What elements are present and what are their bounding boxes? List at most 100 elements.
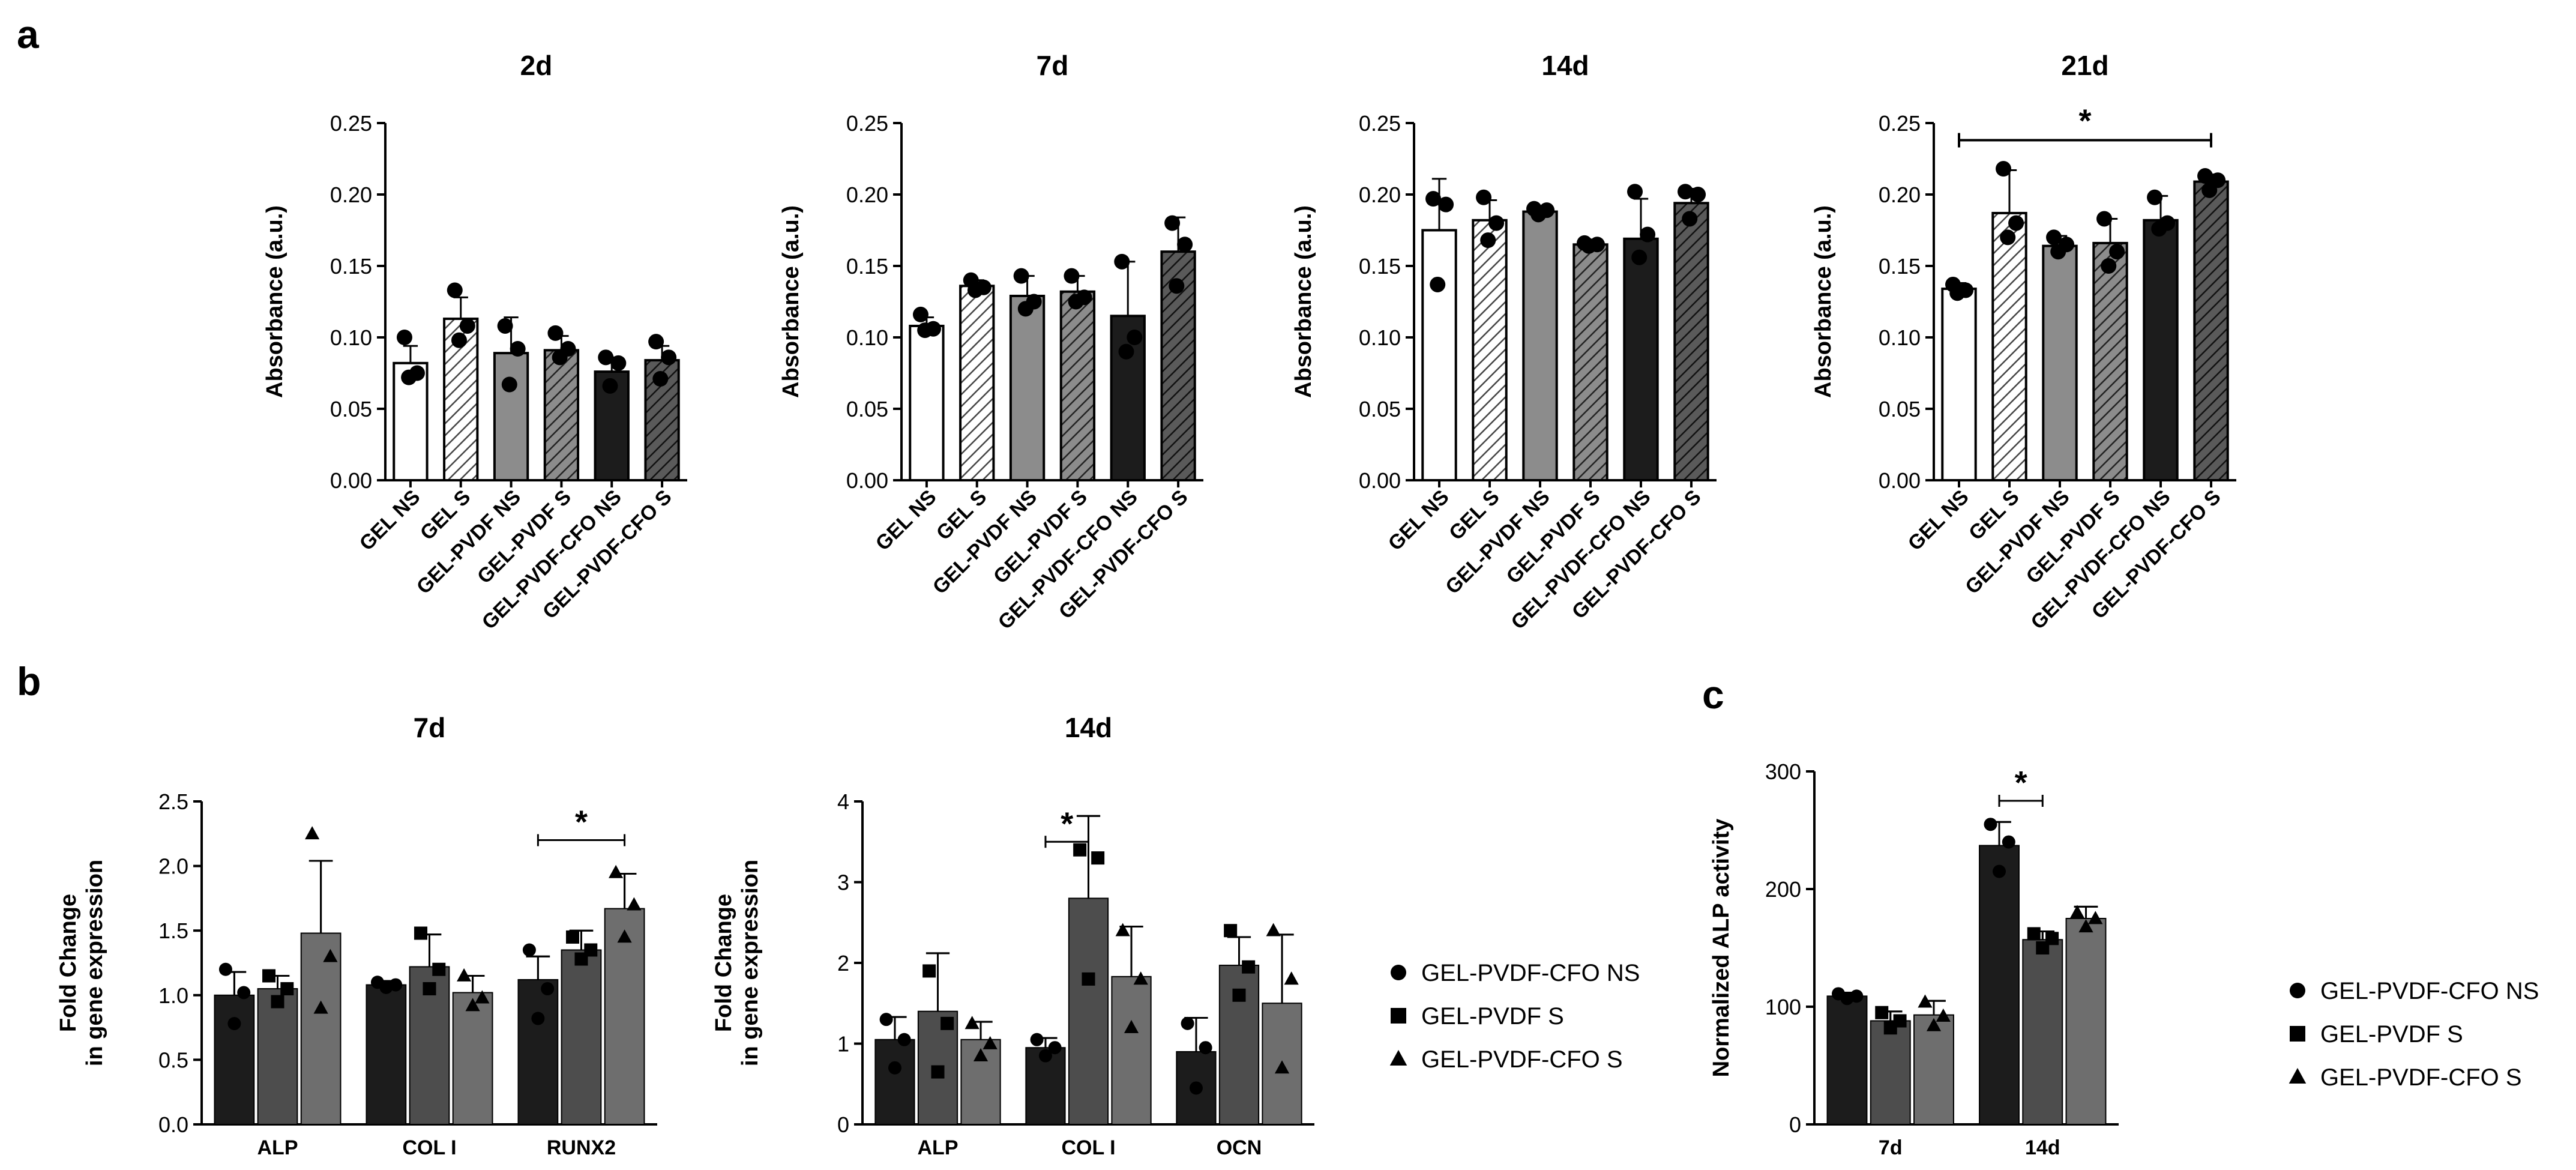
data-point: [2151, 221, 2167, 237]
y-tick-label: 0.0: [158, 1112, 188, 1137]
bar: [452, 992, 493, 1125]
x-tick-label: OCN: [1217, 1136, 1262, 1159]
data-point: [917, 322, 933, 339]
bar: [561, 949, 602, 1125]
data-point: [897, 1033, 911, 1046]
data-point: [218, 962, 232, 976]
data-point: [2088, 911, 2103, 924]
data-point: [566, 930, 580, 944]
legend-square-icon: [2290, 1026, 2305, 1042]
data-point: [648, 334, 664, 350]
y-tick-label: 0.15: [1879, 254, 1921, 279]
x-tick-label: COL I: [402, 1136, 456, 1159]
bar: [874, 1039, 915, 1126]
data-point: [2069, 905, 2085, 918]
data-point: [1480, 232, 1496, 249]
x-tick-label: GEL NS: [871, 486, 941, 555]
panel-label-c: c: [1702, 672, 1724, 717]
data-point: [1082, 972, 1095, 986]
data-point: [1875, 1006, 1889, 1019]
bar: [2193, 180, 2229, 481]
chart-title: 7d: [414, 712, 446, 743]
data-point: [1164, 215, 1181, 231]
y-tick-label: 3: [837, 870, 849, 895]
bar: [1870, 1020, 1911, 1126]
x-tick-label: COL I: [1061, 1136, 1115, 1159]
bar: [1009, 294, 1046, 481]
data-point: [888, 1061, 901, 1075]
data-point: [598, 349, 614, 366]
data-point: [457, 968, 472, 982]
y-tick-label: 0.10: [1879, 325, 1921, 350]
data-point: [475, 990, 490, 1004]
data-point: [1133, 971, 1148, 985]
data-point: [574, 952, 588, 966]
data-point: [1064, 268, 1080, 284]
data-point: [627, 897, 642, 911]
data-point: [1199, 1041, 1212, 1055]
y-axis-label: Absorbance (a.u.): [1811, 205, 1836, 398]
data-point: [973, 1048, 989, 1062]
data-point: [1232, 988, 1246, 1002]
data-point: [879, 1013, 893, 1027]
y-tick-label: 0.10: [330, 325, 372, 350]
y-tick-label: 0.00: [1359, 468, 1401, 493]
data-point: [1030, 1033, 1044, 1046]
data-point: [1266, 923, 1281, 936]
chart-title: 14d: [1541, 50, 1589, 81]
data-point: [1114, 253, 1130, 270]
y-tick-label: 0.05: [846, 397, 888, 421]
legend-gene-expression: GEL-PVDF-CFO NS GEL-PVDF S GEL-PVDF-CFO S: [1389, 960, 1640, 1073]
data-point: [1189, 1081, 1203, 1095]
data-point: [459, 318, 475, 334]
bar: [1059, 290, 1096, 481]
data-point: [1013, 268, 1029, 284]
data-point: [652, 371, 669, 387]
data-point: [1242, 960, 1256, 974]
y-axis-label: Fold Change: [711, 894, 736, 1032]
y-axis-label: Absorbance (a.u.): [1291, 205, 1316, 398]
bar: [1991, 211, 2027, 481]
data-point: [451, 332, 467, 348]
data-point: [1918, 994, 1933, 1008]
y-tick-label: 0.20: [330, 182, 372, 207]
significance-marker: *: [2015, 765, 2027, 801]
data-point: [1274, 1060, 1290, 1074]
y-tick-label: 4: [837, 789, 849, 814]
data-point: [497, 318, 513, 334]
legend-label: GEL-PVDF S: [2320, 1021, 2463, 1048]
y-tick-label: 0.20: [846, 182, 888, 207]
y-axis-label: Normalized ALP activity: [1709, 819, 1734, 1078]
y-tick-label: 0.20: [1879, 182, 1921, 207]
chart-absorbance-7d: 0.00 0.05 0.10 0.15 0.20 0.25 7d Absorbance (a.…: [778, 50, 1203, 634]
x-tick-label: ALP: [257, 1136, 298, 1159]
y-tick-label: 0.15: [1359, 254, 1401, 279]
data-point: [262, 969, 276, 983]
legend-label: GEL-PVDF-CFO NS: [1421, 960, 1640, 986]
bar: [2022, 939, 2063, 1126]
data-point: [1476, 189, 1492, 205]
data-point: [2201, 182, 2218, 198]
y-tick-label: 0.25: [330, 111, 372, 136]
data-point: [1682, 211, 1698, 227]
data-point: [1993, 864, 2006, 878]
data-point: [2046, 229, 2062, 246]
data-point: [2000, 229, 2016, 246]
y-axis-label: Absorbance (a.u.): [778, 205, 804, 398]
legend-triangle-icon: [2289, 1068, 2307, 1084]
bar: [214, 994, 255, 1126]
data-point: [522, 943, 536, 957]
data-point: [1581, 238, 1597, 254]
data-point: [967, 282, 983, 298]
data-point: [912, 306, 928, 322]
legend-label: GEL-PVDF-CFO S: [2320, 1064, 2522, 1091]
bar: [1111, 976, 1152, 1125]
panel-label-a: a: [17, 12, 40, 56]
legend-alp-activity: GEL-PVDF-CFO NS GEL-PVDF S GEL-PVDF-CFO S: [2289, 978, 2539, 1091]
data-point: [1169, 278, 1185, 294]
data-point: [609, 864, 624, 878]
data-point: [552, 349, 568, 366]
data-point: [1127, 330, 1143, 345]
significance-marker: *: [2078, 103, 2091, 139]
